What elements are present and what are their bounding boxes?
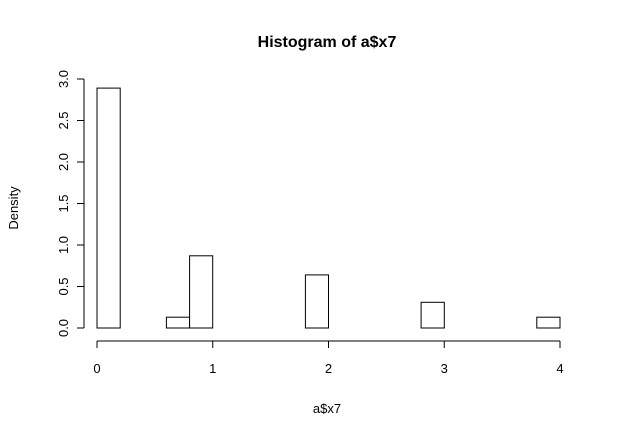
y-tick-label: 2.5 — [56, 111, 71, 129]
x-tick-label: 2 — [325, 361, 332, 376]
histogram-bar-2 — [189, 255, 214, 329]
y-tick-label: 2.0 — [56, 153, 71, 171]
chart-title: Histogram of a$x7 — [258, 34, 397, 51]
y-axis: 0.0 0.5 1.0 1.5 2.0 2.5 3.0 — [56, 70, 85, 337]
x-tick-label: 1 — [209, 361, 216, 376]
histogram-bar-0 — [96, 87, 121, 329]
x-axis: 0 1 2 3 4 — [93, 340, 564, 376]
bars-group — [96, 87, 561, 329]
x-axis-label: a$x7 — [313, 401, 341, 416]
y-tick-label: 0.0 — [56, 319, 71, 337]
y-tick-label: 1.5 — [56, 194, 71, 212]
histogram-bar-1 — [165, 316, 191, 329]
histogram-bar-4 — [420, 301, 445, 329]
y-axis-label: Density — [6, 186, 21, 230]
x-tick-label: 3 — [441, 361, 448, 376]
y-tick-label: 3.0 — [56, 70, 71, 88]
y-tick-label: 0.5 — [56, 277, 71, 295]
x-tick-label: 4 — [556, 361, 563, 376]
histogram-bar-5 — [536, 316, 561, 329]
histogram-bar-3 — [304, 274, 329, 329]
x-tick-label: 0 — [93, 361, 100, 376]
y-tick-label: 1.0 — [56, 236, 71, 254]
